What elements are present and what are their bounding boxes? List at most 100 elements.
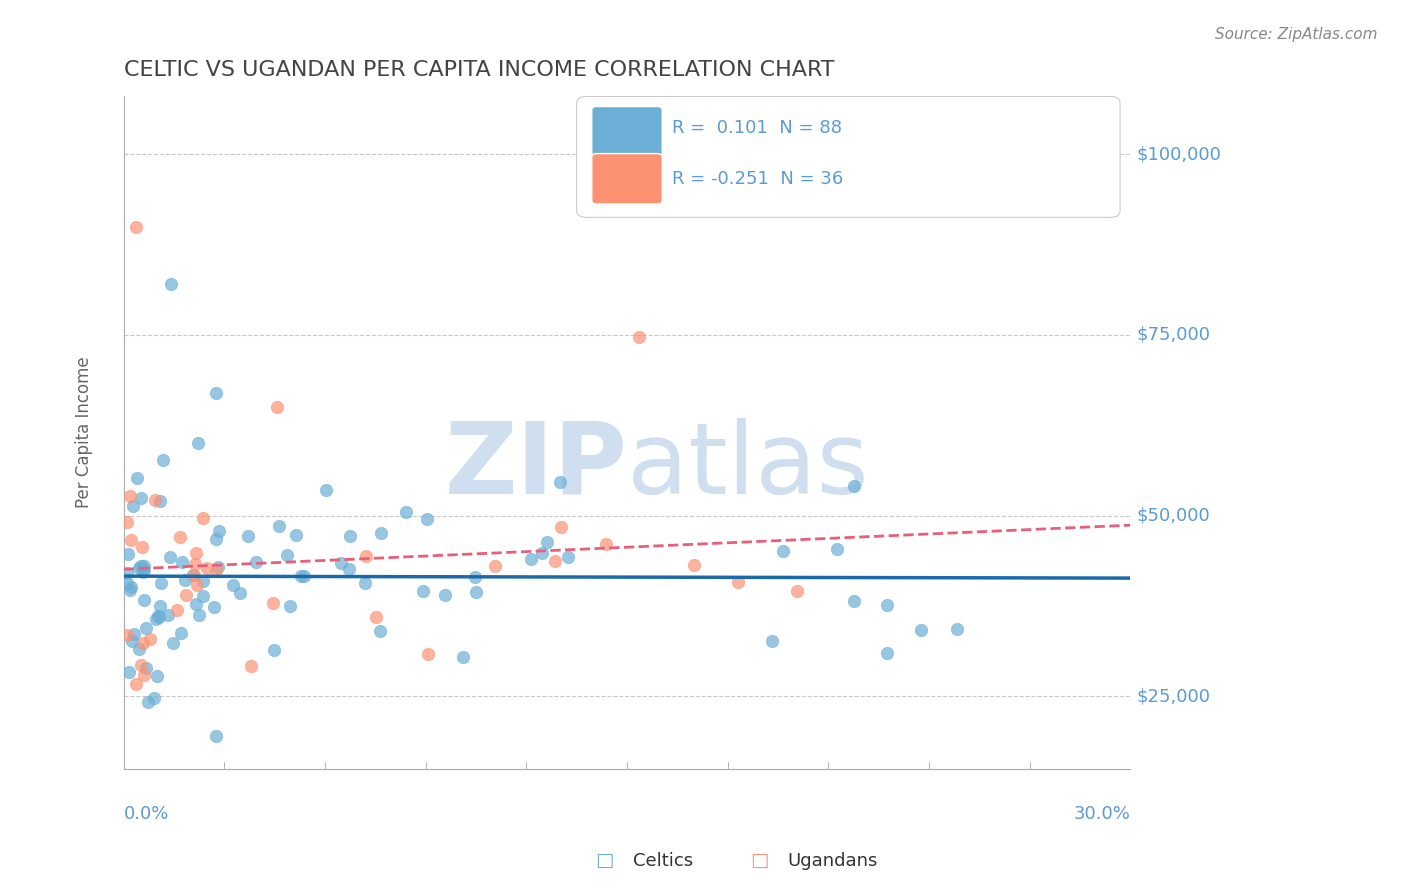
Point xyxy=(115,515,138,529)
Point xyxy=(354,576,377,591)
Point xyxy=(208,524,231,539)
Point xyxy=(148,610,170,624)
Text: R =  0.101  N = 88: R = 0.101 N = 88 xyxy=(672,120,842,137)
Point xyxy=(825,541,848,556)
Point xyxy=(152,452,174,467)
Point xyxy=(134,559,156,574)
Point xyxy=(191,574,214,588)
Point xyxy=(536,535,558,549)
Point xyxy=(416,647,439,661)
Point xyxy=(315,483,337,497)
Point xyxy=(236,529,259,543)
Text: Celtics: Celtics xyxy=(633,852,693,870)
Text: $50,000: $50,000 xyxy=(1137,507,1211,524)
Point xyxy=(124,677,146,691)
Point xyxy=(148,608,170,623)
Point xyxy=(263,643,285,657)
Point xyxy=(727,574,749,589)
Point xyxy=(150,576,173,591)
Point xyxy=(187,435,209,450)
Point xyxy=(205,563,228,577)
Point xyxy=(370,624,392,639)
Point xyxy=(433,588,456,602)
Point xyxy=(628,330,651,344)
Point xyxy=(174,573,197,587)
Text: atlas: atlas xyxy=(627,417,869,515)
Point xyxy=(129,559,152,574)
Point xyxy=(170,625,193,640)
Point xyxy=(772,543,794,558)
Point xyxy=(520,551,543,566)
Point xyxy=(115,575,138,590)
Point xyxy=(186,577,208,591)
Text: Source: ZipAtlas.com: Source: ZipAtlas.com xyxy=(1215,27,1378,42)
Point xyxy=(876,646,898,660)
Point xyxy=(166,603,188,617)
Point xyxy=(187,608,209,623)
Point xyxy=(550,520,572,534)
Point xyxy=(946,622,969,636)
Point xyxy=(262,596,284,610)
Point xyxy=(683,558,706,572)
Point xyxy=(121,633,143,648)
Point xyxy=(284,527,307,541)
Point xyxy=(131,565,153,579)
Text: CELTIC VS UGANDAN PER CAPITA INCOME CORRELATION CHART: CELTIC VS UGANDAN PER CAPITA INCOME CORR… xyxy=(124,60,834,79)
Point xyxy=(181,568,204,582)
Point xyxy=(337,562,360,576)
Point xyxy=(118,582,141,597)
Point xyxy=(544,554,567,568)
Text: $25,000: $25,000 xyxy=(1137,687,1211,706)
Point xyxy=(125,471,148,485)
Point xyxy=(339,529,361,543)
Point xyxy=(183,557,205,571)
Point xyxy=(207,560,229,574)
Text: 0.0%: 0.0% xyxy=(124,805,169,822)
Point xyxy=(292,569,315,583)
Point xyxy=(266,401,288,415)
Text: Per Capita Income: Per Capita Income xyxy=(75,357,93,508)
Point xyxy=(222,578,245,592)
Point xyxy=(193,589,215,603)
Point xyxy=(136,695,159,709)
FancyBboxPatch shape xyxy=(592,106,662,157)
FancyBboxPatch shape xyxy=(592,153,662,204)
Point xyxy=(124,219,146,234)
Point xyxy=(290,568,312,582)
Point xyxy=(122,627,145,641)
Point xyxy=(204,532,226,546)
Point xyxy=(548,475,571,490)
Point xyxy=(134,667,156,681)
Point xyxy=(364,609,387,624)
Point xyxy=(876,599,898,613)
Point xyxy=(204,385,226,400)
FancyBboxPatch shape xyxy=(576,96,1121,218)
Text: $75,000: $75,000 xyxy=(1137,326,1211,344)
Point xyxy=(139,632,162,647)
Point xyxy=(162,636,184,650)
Point xyxy=(395,505,418,519)
Point xyxy=(761,633,783,648)
Point xyxy=(267,519,290,533)
Point xyxy=(245,555,267,569)
Point xyxy=(128,561,150,575)
Point xyxy=(595,536,617,550)
Point xyxy=(786,583,808,598)
Point xyxy=(329,556,352,570)
Point xyxy=(131,540,153,554)
Point xyxy=(464,570,486,584)
Point xyxy=(131,636,153,650)
Point xyxy=(484,559,506,574)
Point xyxy=(278,599,301,614)
Point xyxy=(172,555,194,569)
Point xyxy=(531,546,554,560)
Point xyxy=(176,588,198,602)
Point xyxy=(145,612,167,626)
Text: □: □ xyxy=(595,851,614,871)
Point xyxy=(276,548,298,562)
Point xyxy=(135,661,157,675)
Point xyxy=(416,512,439,526)
Text: $100,000: $100,000 xyxy=(1137,145,1222,163)
Point xyxy=(149,599,172,614)
Point xyxy=(120,580,142,594)
